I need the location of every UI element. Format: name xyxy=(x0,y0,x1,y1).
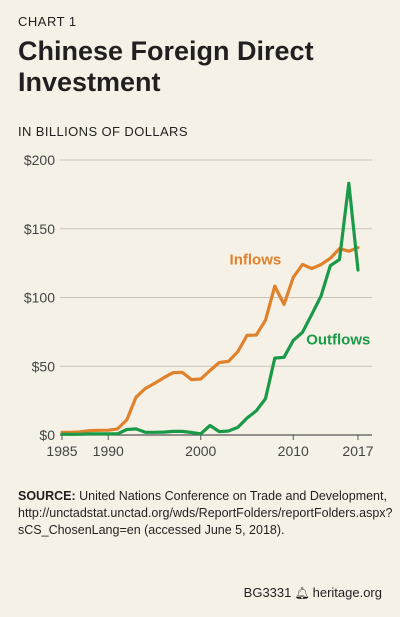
x-tick-label: 2000 xyxy=(185,443,216,459)
series-line-outflows xyxy=(60,181,360,436)
x-tick-label: 1990 xyxy=(93,443,124,459)
y-axis-ticks: $0 $50 $100 $150 $200 xyxy=(24,152,55,443)
series-label-inflows: Inflows xyxy=(230,252,282,269)
y-tick-label: $150 xyxy=(24,221,55,237)
bell-icon: 🔔︎ xyxy=(294,586,310,600)
source-text: United Nations Conference on Trade and D… xyxy=(18,489,393,537)
x-tick-label: 2017 xyxy=(342,443,373,459)
series-line-inflows xyxy=(60,245,360,434)
report-code: BG3331 xyxy=(243,585,292,600)
y-tick-label: $100 xyxy=(24,290,55,306)
site-name: heritage.org xyxy=(312,585,382,600)
x-tick-label: 1985 xyxy=(46,443,77,459)
series-label-outflows: Outflows xyxy=(306,331,370,348)
y-tick-label: $200 xyxy=(24,152,55,168)
chart-kicker: CHART 1 xyxy=(18,14,77,29)
y-tick-label: $0 xyxy=(39,427,55,443)
source-note: SOURCE: United Nations Conference on Tra… xyxy=(18,488,393,539)
unit-label: IN BILLIONS OF DOLLARS xyxy=(18,124,188,139)
series-lines xyxy=(60,181,360,436)
x-tick-label: 2010 xyxy=(278,443,309,459)
source-label: SOURCE: xyxy=(18,489,76,503)
y-tick-label: $50 xyxy=(32,358,56,374)
gridlines xyxy=(60,159,372,436)
chart-title: Chinese Foreign Direct Investment xyxy=(18,36,314,97)
line-chart: $0 $50 $100 $150 $200 1985 1990 2000 2010 2017 I… xyxy=(24,152,374,459)
x-axis-ticks: 1985 1990 2000 2010 2017 xyxy=(46,435,374,459)
series-labels: Inflows Outflows xyxy=(230,252,371,349)
footer-credit: BG3331 🔔︎ heritage.org xyxy=(244,585,382,600)
